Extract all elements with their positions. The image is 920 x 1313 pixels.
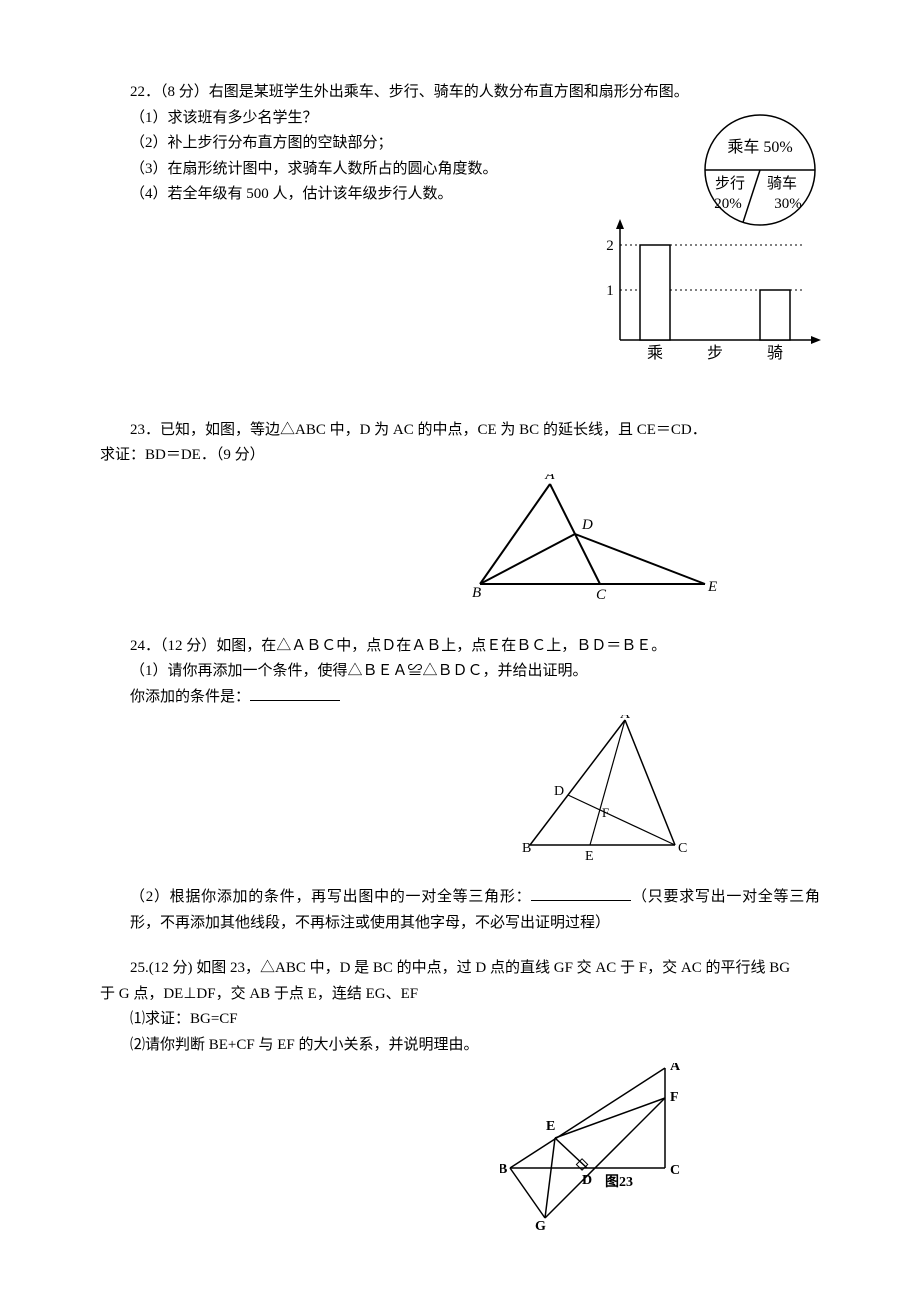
q24-blank1 bbox=[250, 687, 340, 701]
q23-label-b: B bbox=[472, 585, 481, 601]
pie-chart: 乘车 50% 步行 20% 骑车 30% bbox=[705, 115, 815, 225]
q24-label-d: D bbox=[554, 784, 564, 799]
q24-label-c: C bbox=[678, 841, 687, 856]
q23-label-c: C bbox=[596, 587, 607, 603]
q23-svg: A B C D E bbox=[470, 474, 730, 604]
q24-part3-line: （2）根据你添加的条件，再写出图中的一对全等三角形：（只要求写出一对全等三角形，… bbox=[100, 885, 820, 936]
bar-xlabel-walk: 步 bbox=[707, 344, 723, 362]
question-23: 23．已知，如图，等边△ABC 中，D 为 AC 的中点，CE 为 BC 的延长… bbox=[100, 418, 820, 604]
q24-blank2 bbox=[531, 887, 631, 901]
q25-caption: 图23 bbox=[605, 1174, 633, 1190]
q25-label-f: F bbox=[670, 1090, 679, 1105]
q23-label-e: E bbox=[707, 579, 717, 595]
q24-label-b: B bbox=[522, 841, 531, 856]
q25-svg: A B C D E F G 图23 bbox=[500, 1063, 700, 1233]
q25-label-a: A bbox=[670, 1063, 681, 1074]
q25-label-g: G bbox=[535, 1219, 546, 1233]
bar-ytick-2: 2 bbox=[606, 238, 614, 254]
q25-figure: A B C D E F G 图23 bbox=[380, 1063, 820, 1233]
pie-bike-label: 骑车 bbox=[767, 175, 797, 192]
q25-label-b: B bbox=[500, 1162, 507, 1177]
q23-figure: A B C D E bbox=[380, 474, 820, 604]
pie-walk-label: 步行 bbox=[715, 175, 745, 192]
q25-part2: ⑵请你判断 BE+CF 与 EF 的大小关系，并说明理由。 bbox=[100, 1033, 820, 1059]
q24-label-a: A bbox=[620, 715, 631, 722]
question-22: 22．（8 分）右图是某班学生外出乘车、步行、骑车的人数分布直方图和扇形分布图。… bbox=[100, 80, 820, 398]
bar-bus bbox=[640, 245, 670, 340]
q23-line1: 23．已知，如图，等边△ABC 中，D 为 AC 的中点，CE 为 BC 的延长… bbox=[100, 418, 820, 444]
q24-label-e: E bbox=[585, 849, 594, 864]
q22-charts-svg: 乘车 50% 步行 20% 骑车 30% 1 2 bbox=[580, 100, 840, 380]
q24-header: 24．（12 分）如图，在△ＡＢＣ中，点Ｄ在ＡＢ上，点Ｅ在ＢＣ上，ＢＤ＝ＢＥ。 bbox=[100, 634, 820, 660]
q22-charts-container: 乘车 50% 步行 20% 骑车 30% 1 2 bbox=[580, 100, 840, 360]
bar-ytick-1: 1 bbox=[606, 283, 614, 299]
q25-part1: ⑴求证：BG=CF bbox=[100, 1007, 820, 1033]
bar-xlabel-bike: 骑 bbox=[767, 344, 783, 362]
q23-label-d: D bbox=[581, 517, 593, 533]
q24-part2a: 你添加的条件是： bbox=[130, 689, 250, 705]
pie-walk-pct: 20% bbox=[714, 196, 742, 212]
q24-figure: A B C D E F bbox=[400, 715, 820, 865]
q25-label-c: C bbox=[670, 1163, 680, 1178]
q23-line2: 求证：BD＝DE．（9 分） bbox=[100, 443, 820, 469]
q24-part3a: （2）根据你添加的条件，再写出图中的一对全等三角形： bbox=[130, 889, 531, 905]
q25-line1: 25.(12 分) 如图 23，△ABC 中，D 是 BC 的中点，过 D 点的… bbox=[100, 956, 820, 982]
pie-bike-pct: 30% bbox=[774, 196, 802, 212]
q23-label-a: A bbox=[544, 474, 555, 483]
q24-label-f: F bbox=[602, 805, 609, 820]
q25-label-e: E bbox=[546, 1119, 555, 1134]
q25-line2: 于 G 点，DE⊥DF，交 AB 于点 E，连结 EG、EF bbox=[100, 982, 820, 1008]
pie-bus-label: 乘车 50% bbox=[727, 138, 792, 156]
q24-part2-line: 你添加的条件是： bbox=[100, 685, 820, 711]
question-25: 25.(12 分) 如图 23，△ABC 中，D 是 BC 的中点，过 D 点的… bbox=[100, 956, 820, 1233]
bar-chart: 1 2 乘 步 骑 bbox=[606, 219, 821, 362]
q25-label-d: D bbox=[582, 1173, 592, 1188]
question-24: 24．（12 分）如图，在△ＡＢＣ中，点Ｄ在ＡＢ上，点Ｅ在ＢＣ上，ＢＤ＝ＢＥ。 … bbox=[100, 634, 820, 937]
bar-bike bbox=[760, 290, 790, 340]
q24-svg: A B C D E F bbox=[520, 715, 700, 865]
q24-part1: （1）请你再添加一个条件，使得△ＢＥＡ≌△ＢＤＣ，并给出证明。 bbox=[100, 659, 820, 685]
bar-xlabel-bus: 乘 bbox=[647, 344, 663, 362]
